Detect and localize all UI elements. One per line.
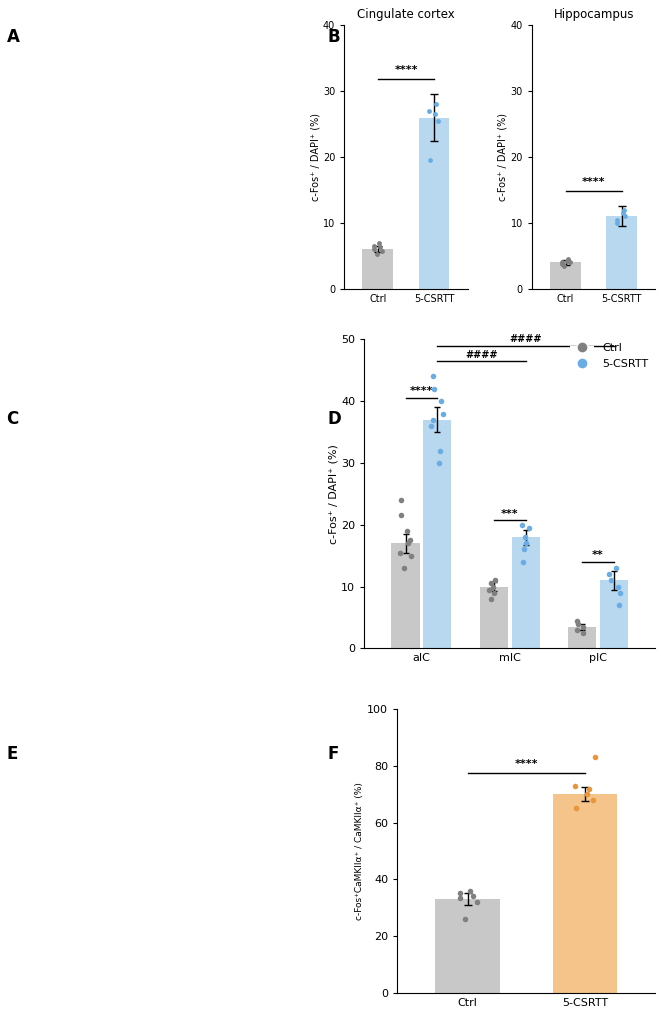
Bar <box>391 543 420 648</box>
Bar <box>436 900 500 993</box>
Legend: Ctrl, 5-CSRTT: Ctrl, 5-CSRTT <box>567 338 653 373</box>
Text: ****: **** <box>582 176 605 186</box>
Bar <box>550 262 581 289</box>
Text: ****: **** <box>514 759 538 769</box>
Text: ****: **** <box>410 386 433 396</box>
Text: E: E <box>7 745 18 763</box>
Text: D: D <box>328 410 342 428</box>
Text: B: B <box>328 28 340 47</box>
Bar <box>363 249 393 289</box>
Bar <box>423 419 451 648</box>
Y-axis label: c-Fos⁺CaMKIIα⁺ / CaMKIIα⁺ (%): c-Fos⁺CaMKIIα⁺ / CaMKIIα⁺ (%) <box>355 782 364 920</box>
Bar <box>568 627 596 648</box>
Text: ####: #### <box>509 334 542 344</box>
Text: C: C <box>7 410 19 428</box>
Bar <box>480 587 508 648</box>
Y-axis label: c-Fos⁺ / DAPI⁺ (%): c-Fos⁺ / DAPI⁺ (%) <box>328 444 338 544</box>
Text: **: ** <box>592 550 604 560</box>
Bar <box>553 794 617 993</box>
Bar <box>418 118 449 289</box>
Bar <box>512 537 540 648</box>
Y-axis label: c-Fos⁺ / DAPI⁺ (%): c-Fos⁺ / DAPI⁺ (%) <box>310 113 320 201</box>
Y-axis label: c-Fos⁺ / DAPI⁺ (%): c-Fos⁺ / DAPI⁺ (%) <box>498 113 508 201</box>
Bar <box>606 217 637 289</box>
Text: ****: **** <box>395 65 418 75</box>
Title: Hippocampus: Hippocampus <box>553 8 634 21</box>
Text: F: F <box>328 745 339 763</box>
Text: ####: #### <box>465 349 498 360</box>
Title: Cingulate cortex: Cingulate cortex <box>357 8 455 21</box>
Text: ***: *** <box>501 509 518 519</box>
Text: A: A <box>7 28 19 47</box>
Bar <box>600 580 628 648</box>
